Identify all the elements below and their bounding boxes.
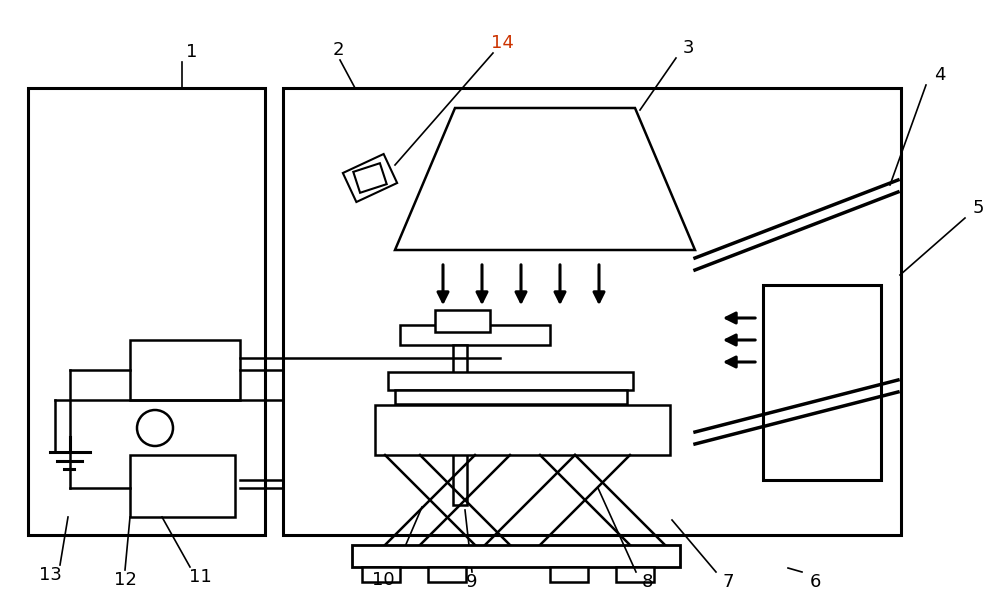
Text: 7: 7 bbox=[722, 573, 734, 591]
Bar bbox=[130, 340, 240, 400]
Bar bbox=[375, 405, 670, 455]
Text: 2: 2 bbox=[332, 41, 344, 59]
Bar bbox=[453, 345, 467, 505]
Text: 6: 6 bbox=[809, 573, 821, 591]
Bar bbox=[550, 567, 588, 582]
Bar bbox=[283, 88, 901, 535]
Text: 9: 9 bbox=[466, 573, 478, 591]
Text: 13: 13 bbox=[39, 566, 61, 584]
Text: 12: 12 bbox=[114, 571, 136, 589]
Text: 14: 14 bbox=[491, 34, 513, 52]
Bar bbox=[616, 567, 654, 582]
Bar bbox=[352, 545, 680, 567]
Bar bbox=[388, 372, 633, 390]
Bar bbox=[400, 325, 550, 345]
Text: 4: 4 bbox=[934, 66, 946, 84]
Bar bbox=[435, 310, 490, 332]
Text: 3: 3 bbox=[682, 39, 694, 57]
Text: 1: 1 bbox=[186, 43, 198, 61]
Text: 8: 8 bbox=[641, 573, 653, 591]
Text: 10: 10 bbox=[372, 571, 394, 589]
Text: 11: 11 bbox=[189, 568, 211, 586]
Bar bbox=[763, 285, 881, 480]
Bar bbox=[130, 455, 235, 517]
Bar bbox=[428, 567, 466, 582]
Bar bbox=[28, 88, 265, 535]
Text: 5: 5 bbox=[972, 199, 984, 217]
Bar bbox=[395, 390, 627, 404]
Bar bbox=[362, 567, 400, 582]
